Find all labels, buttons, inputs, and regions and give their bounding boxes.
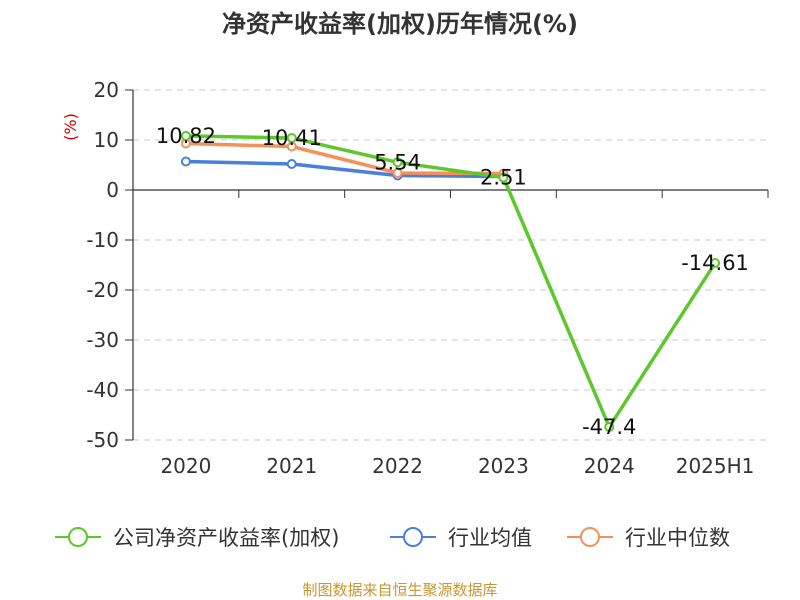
y-tick-label: -40 [86,378,119,402]
data-label: -47.4 [582,415,636,439]
legend-label: 行业中位数 [625,526,730,550]
data-label: 10.41 [262,126,322,150]
data-point [286,132,297,143]
legend-label: 公司净资产收益率(加权) [113,526,339,550]
data-point [710,258,721,269]
data-label: -14.61 [681,251,749,275]
y-axis-unit: (%) [61,113,80,141]
y-tick-label: -20 [86,278,119,302]
legend-swatch-marker [68,527,88,547]
data-point [180,156,191,167]
data-labels: 10.82 10.41 5.54 2.51 -47.4 -14.61 [156,124,749,439]
data-point [392,157,403,168]
x-tick-label: 2024 [584,454,635,478]
data-point [498,172,509,183]
data-label: 2.51 [480,165,527,189]
y-tick-label: 0 [106,178,119,202]
axes: 20 10 0 -10 -20 -30 -40 -50 2020 2021 2022 2023 2024… [86,78,769,478]
x-tick-label: 2022 [372,454,423,478]
x-tick-label: 2020 [160,454,211,478]
legend-label: 行业均值 [448,526,532,550]
legend: 公司净资产收益率(加权) 行业均值 行业中位数 [55,526,730,550]
data-point [392,168,403,178]
y-tick-label: 10 [94,128,119,152]
series-line [185,141,504,176]
source-note: 制图数据来自恒生聚源数据库 [302,581,497,599]
data-label: 5.54 [374,150,421,174]
y-tick-label: -50 [86,428,119,452]
y-tick-label: -10 [86,228,119,252]
data-label: 10.82 [156,124,216,148]
data-point [604,422,615,432]
grid-lines [133,89,768,441]
series-line [185,134,717,429]
series-lines [180,130,721,432]
x-tick-label: 2023 [478,454,529,478]
chart-title: 净资产收益率(加权)历年情况(%) [222,10,578,38]
y-tick-label: -30 [86,328,119,352]
data-point [180,130,191,141]
legend-swatch-marker [403,527,423,547]
series-line [185,159,504,179]
data-point [286,159,297,169]
y-tick-label: 20 [94,78,119,102]
legend-swatch-marker [580,527,600,547]
x-tick-label: 2025H1 [676,454,755,478]
x-tick-label: 2021 [266,454,317,478]
